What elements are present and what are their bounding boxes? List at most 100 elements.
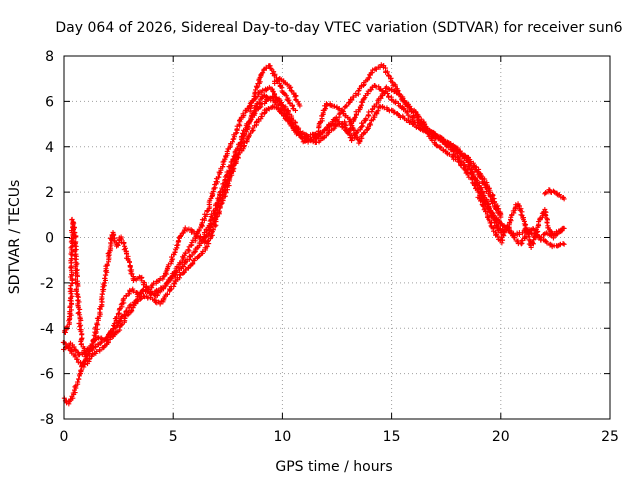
series-track-e	[247, 63, 299, 114]
data-point	[81, 364, 87, 370]
data-point	[278, 77, 284, 83]
data-point	[393, 90, 399, 96]
data-point	[75, 283, 81, 289]
data-point	[531, 237, 537, 243]
data-point	[72, 384, 78, 390]
data-point	[267, 63, 273, 69]
data-point	[457, 150, 463, 156]
y-axis-label: SDTVAR / TECUs	[7, 180, 23, 295]
data-point	[129, 271, 135, 277]
data-point	[395, 112, 401, 118]
data-point	[522, 233, 528, 239]
x-tick-label: 20	[492, 429, 510, 445]
data-point	[161, 285, 167, 291]
data-point	[177, 271, 183, 277]
data-point	[101, 286, 107, 292]
data-point	[94, 320, 100, 326]
data-point	[71, 344, 77, 350]
data-point	[544, 220, 550, 226]
data-point	[531, 231, 537, 237]
data-point	[169, 254, 175, 260]
data-point	[78, 329, 84, 335]
data-point	[160, 276, 166, 282]
data-point	[185, 247, 191, 253]
y-tick-label: -8	[40, 412, 54, 428]
data-point	[516, 203, 522, 209]
data-point	[111, 232, 117, 238]
data-point	[208, 214, 214, 220]
data-point	[240, 111, 246, 117]
data-point	[561, 241, 567, 247]
y-tick-label: 0	[45, 231, 54, 247]
data-point	[528, 230, 534, 236]
data-point	[147, 289, 153, 295]
data-point	[502, 224, 508, 230]
data-point	[170, 273, 176, 279]
data-point	[213, 217, 219, 223]
data-point	[222, 193, 228, 199]
data-point	[276, 98, 282, 104]
y-tick-label: -6	[40, 367, 54, 383]
data-point	[515, 238, 521, 244]
data-point	[214, 214, 220, 220]
y-tick-label: 2	[45, 185, 54, 201]
data-point	[154, 292, 160, 298]
data-point	[157, 301, 163, 307]
data-point	[245, 124, 251, 130]
data-point	[99, 335, 105, 341]
data-point	[323, 106, 329, 112]
x-axis-label: GPS time / hours	[275, 459, 392, 475]
data-point	[498, 212, 504, 218]
data-point	[362, 130, 368, 136]
data-point	[415, 117, 421, 123]
data-point	[360, 120, 366, 126]
data-point	[72, 256, 78, 262]
data-point	[353, 90, 359, 96]
data-point	[496, 228, 502, 234]
y-tick-label: 4	[45, 140, 54, 156]
data-point	[529, 231, 535, 237]
data-point	[97, 347, 103, 353]
data-point	[207, 228, 212, 234]
data-point	[561, 225, 567, 231]
data-point	[114, 314, 120, 320]
data-point	[74, 356, 80, 362]
data-point	[343, 126, 349, 132]
data-point	[470, 160, 476, 166]
data-point	[392, 83, 398, 89]
data-point	[368, 87, 374, 93]
data-point	[105, 333, 111, 339]
data-point	[498, 229, 504, 235]
data-point	[74, 379, 80, 385]
data-point	[446, 151, 452, 157]
data-point	[267, 96, 273, 102]
data-point	[255, 116, 261, 122]
data-point	[222, 190, 228, 196]
data-point	[177, 260, 183, 266]
data-point	[446, 142, 452, 148]
data-point	[532, 228, 538, 234]
data-point	[67, 285, 73, 291]
data-point	[126, 259, 132, 265]
data-point	[183, 250, 189, 256]
data-point	[192, 256, 198, 262]
data-point	[78, 360, 84, 366]
data-point	[220, 159, 226, 165]
data-point	[352, 115, 358, 121]
data-point	[164, 291, 170, 297]
data-point	[210, 191, 216, 197]
data-point	[121, 296, 127, 302]
data-point	[530, 239, 536, 245]
data-point	[261, 67, 267, 73]
data-point	[78, 317, 84, 323]
data-point	[324, 102, 330, 108]
data-point	[487, 220, 493, 226]
data-point	[324, 126, 330, 132]
data-point	[271, 104, 277, 110]
data-point	[392, 100, 398, 106]
data-point	[538, 234, 544, 240]
data-point	[91, 336, 97, 342]
data-point	[275, 106, 281, 112]
series-track-d	[60, 84, 504, 370]
series-tail-c	[499, 221, 567, 240]
